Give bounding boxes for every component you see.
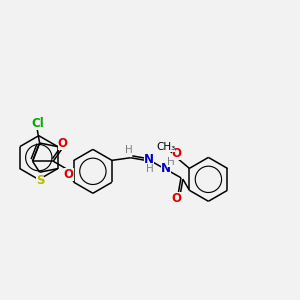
Text: O: O [64,168,74,181]
Text: O: O [58,137,68,150]
Text: S: S [36,174,44,187]
Text: N: N [144,154,154,166]
Text: O: O [172,146,182,160]
Text: N: N [161,163,171,176]
Text: O: O [172,192,182,206]
Text: H: H [146,164,154,174]
Text: Cl: Cl [31,117,44,130]
Text: CH₃: CH₃ [156,142,175,152]
Text: H: H [125,145,133,154]
Text: H: H [167,157,175,167]
